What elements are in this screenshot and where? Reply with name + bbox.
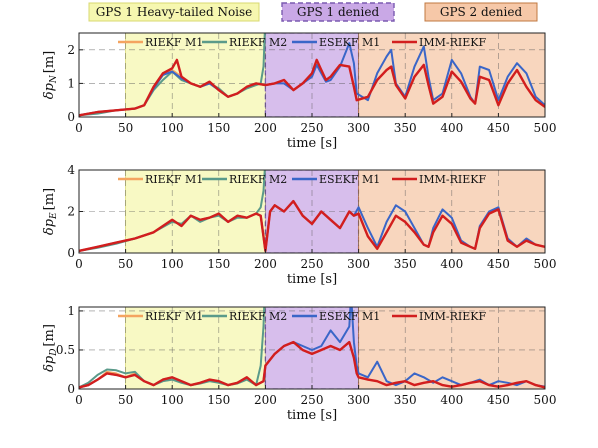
legend-label: ESEKF M1 [319,173,380,186]
x-tick-label: 500 [534,121,557,135]
legend-item: RIEKF M1 [118,36,203,49]
x-tick-label: 500 [534,393,557,407]
legend-label: RIEKF M2 [229,36,287,49]
x-tick-label: 50 [118,121,133,135]
legend-label: IMM-RIEKF [419,173,486,186]
x-tick-label: 200 [254,121,277,135]
series-group [79,33,545,117]
x-tick-label: 0 [75,121,83,135]
series-line-imm-riekf [79,340,545,389]
x-tick-label: 350 [394,393,417,407]
x-tick-label: 100 [161,393,184,407]
y-tick-label: 4 [67,163,75,177]
y-tick-label: 0 [67,382,75,396]
legend-label: ESEKF M1 [319,36,380,49]
region-legend-item: GPS 2 denied [424,2,538,22]
x-axis-label: time [s] [287,272,337,287]
x-tick-label: 150 [207,393,230,407]
region-legend-label: GPS 1 Heavy-tailed Noise [96,5,253,19]
legend-label: RIEKF M2 [229,310,287,323]
legend-label: ESEKF M1 [319,310,380,323]
x-tick-label: 200 [254,393,277,407]
x-tick-label: 300 [347,121,370,135]
x-tick-label: 250 [301,121,324,135]
region-legend-label: GPS 1 denied [297,5,380,19]
series-group [79,307,545,389]
legend-label: RIEKF M1 [145,36,203,49]
x-tick-label: 250 [301,393,324,407]
legend-item: IMM-RIEKF [392,173,486,186]
legend-item: IMM-RIEKF [392,36,486,49]
x-tick-label: 300 [347,393,370,407]
legend-item: ESEKF M1 [292,36,380,49]
region-legend: GPS 1 Heavy-tailed Noise GPS 1 denied GPS … [88,2,538,22]
region-legend-item: GPS 1 denied [281,2,395,22]
legend-label: IMM-RIEKF [419,36,486,49]
legend-label: RIEKF M1 [145,310,203,323]
x-tick-label: 100 [161,121,184,135]
y-tick-label: 0.5 [56,343,75,357]
legend-item: RIEKF M1 [118,310,203,323]
chart-panel: RIEKF M1 RIEKF M2 ESEKF M1 IMM-RIEKF 0 50 100 1… [42,304,557,423]
x-tick-label: 300 [347,257,370,271]
chart-panel: RIEKF M1 RIEKF M2 ESEKF M1 IMM-RIEKF 0 50 100 1… [42,163,557,287]
legend-item: IMM-RIEKF [392,310,486,323]
y-tick-label: 1 [67,304,75,318]
series-line-imm-riekf [79,199,545,253]
legend-item: RIEKF M2 [202,310,287,323]
region-legend-swatch [88,2,260,22]
x-tick-label: 250 [301,257,324,271]
x-tick-label: 150 [207,257,230,271]
x-tick-label: 0 [75,257,83,271]
x-axis-label: time [s] [287,136,337,151]
y-tick-label: 1 [67,76,75,90]
region-legend-item: GPS 1 Heavy-tailed Noise [88,2,260,22]
x-tick-label: 50 [118,393,133,407]
x-tick-label: 400 [440,393,463,407]
x-tick-label: 350 [394,257,417,271]
y-axis-label: δpD[m] [42,324,59,372]
y-tick-label: 0 [67,110,75,124]
region-legend-swatch [424,2,538,22]
legend-item: RIEKF M1 [118,173,203,186]
x-tick-label: 100 [161,257,184,271]
y-tick-label: 0 [67,246,75,260]
chart-panel: RIEKF M1 RIEKF M2 ESEKF M1 IMM-RIEKF 0 50 100 1… [42,32,557,151]
x-tick-label: 350 [394,121,417,135]
x-tick-label: 450 [487,121,510,135]
x-tick-label: 200 [254,257,277,271]
series-line-imm-riekf [79,58,545,117]
y-tick-label: 2 [67,43,75,57]
x-tick-label: 400 [440,257,463,271]
legend-item: RIEKF M2 [202,36,287,49]
legend-label: IMM-RIEKF [419,310,486,323]
shaded-region [125,33,266,117]
x-tick-label: 500 [534,257,557,271]
y-axis-label: δpE[m] [42,188,59,235]
legend-label: RIEKF M2 [229,173,287,186]
region-legend-swatch [281,2,395,22]
x-tick-label: 400 [440,121,463,135]
x-tick-label: 150 [207,121,230,135]
shaded-region [125,307,266,389]
legend-label: RIEKF M1 [145,173,203,186]
x-tick-label: 450 [487,393,510,407]
y-axis-label: δpN[m] [42,51,59,100]
x-tick-label: 50 [118,257,133,271]
region-legend-label: GPS 2 denied [440,5,523,19]
x-axis-label: time [s] [287,408,337,423]
series-group [79,170,545,253]
x-tick-label: 0 [75,393,83,407]
y-tick-label: 2 [67,205,75,219]
legend-item: ESEKF M1 [292,310,380,323]
x-tick-label: 450 [487,257,510,271]
legend-item: RIEKF M2 [202,173,287,186]
legend-item: ESEKF M1 [292,173,380,186]
